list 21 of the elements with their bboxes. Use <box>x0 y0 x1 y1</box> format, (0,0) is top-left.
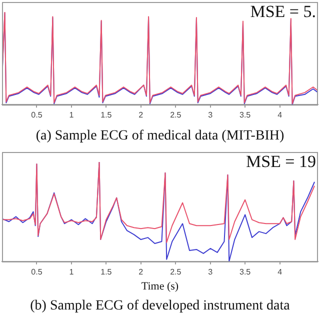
x-tick-label: 2 <box>138 267 144 276</box>
x-tick-label: 0.5 <box>31 110 43 120</box>
x-axis-title: Time (s) <box>141 280 179 292</box>
x-tick-label: 1 <box>69 267 74 276</box>
x-tick-label: 1.5 <box>100 110 112 120</box>
x-tick-label: 3 <box>208 110 214 120</box>
x-tick-label: 2 <box>138 110 144 120</box>
x-tick-label: 3.5 <box>240 110 252 120</box>
x-tick-label: 1.5 <box>100 267 112 276</box>
x-tick-label: 3 <box>208 267 214 276</box>
x-tick-label: 2.5 <box>170 267 182 276</box>
x-tick-label: 2.5 <box>170 110 182 120</box>
x-tick-label: 4 <box>278 267 283 276</box>
text: (b) Sample ECG of developed instrument data <box>30 298 291 314</box>
x-tick-label: 0.5 <box>31 267 43 276</box>
annotation: MSE = 19 <box>246 152 316 171</box>
text: (a) Sample ECG of medical data (MIT-BIH) <box>36 128 284 144</box>
x-tick-label: 3.5 <box>240 267 252 276</box>
annotation: MSE = 5. <box>250 2 316 21</box>
x-tick-label: 1 <box>69 110 74 120</box>
x-tick-label: 4 <box>278 110 283 120</box>
